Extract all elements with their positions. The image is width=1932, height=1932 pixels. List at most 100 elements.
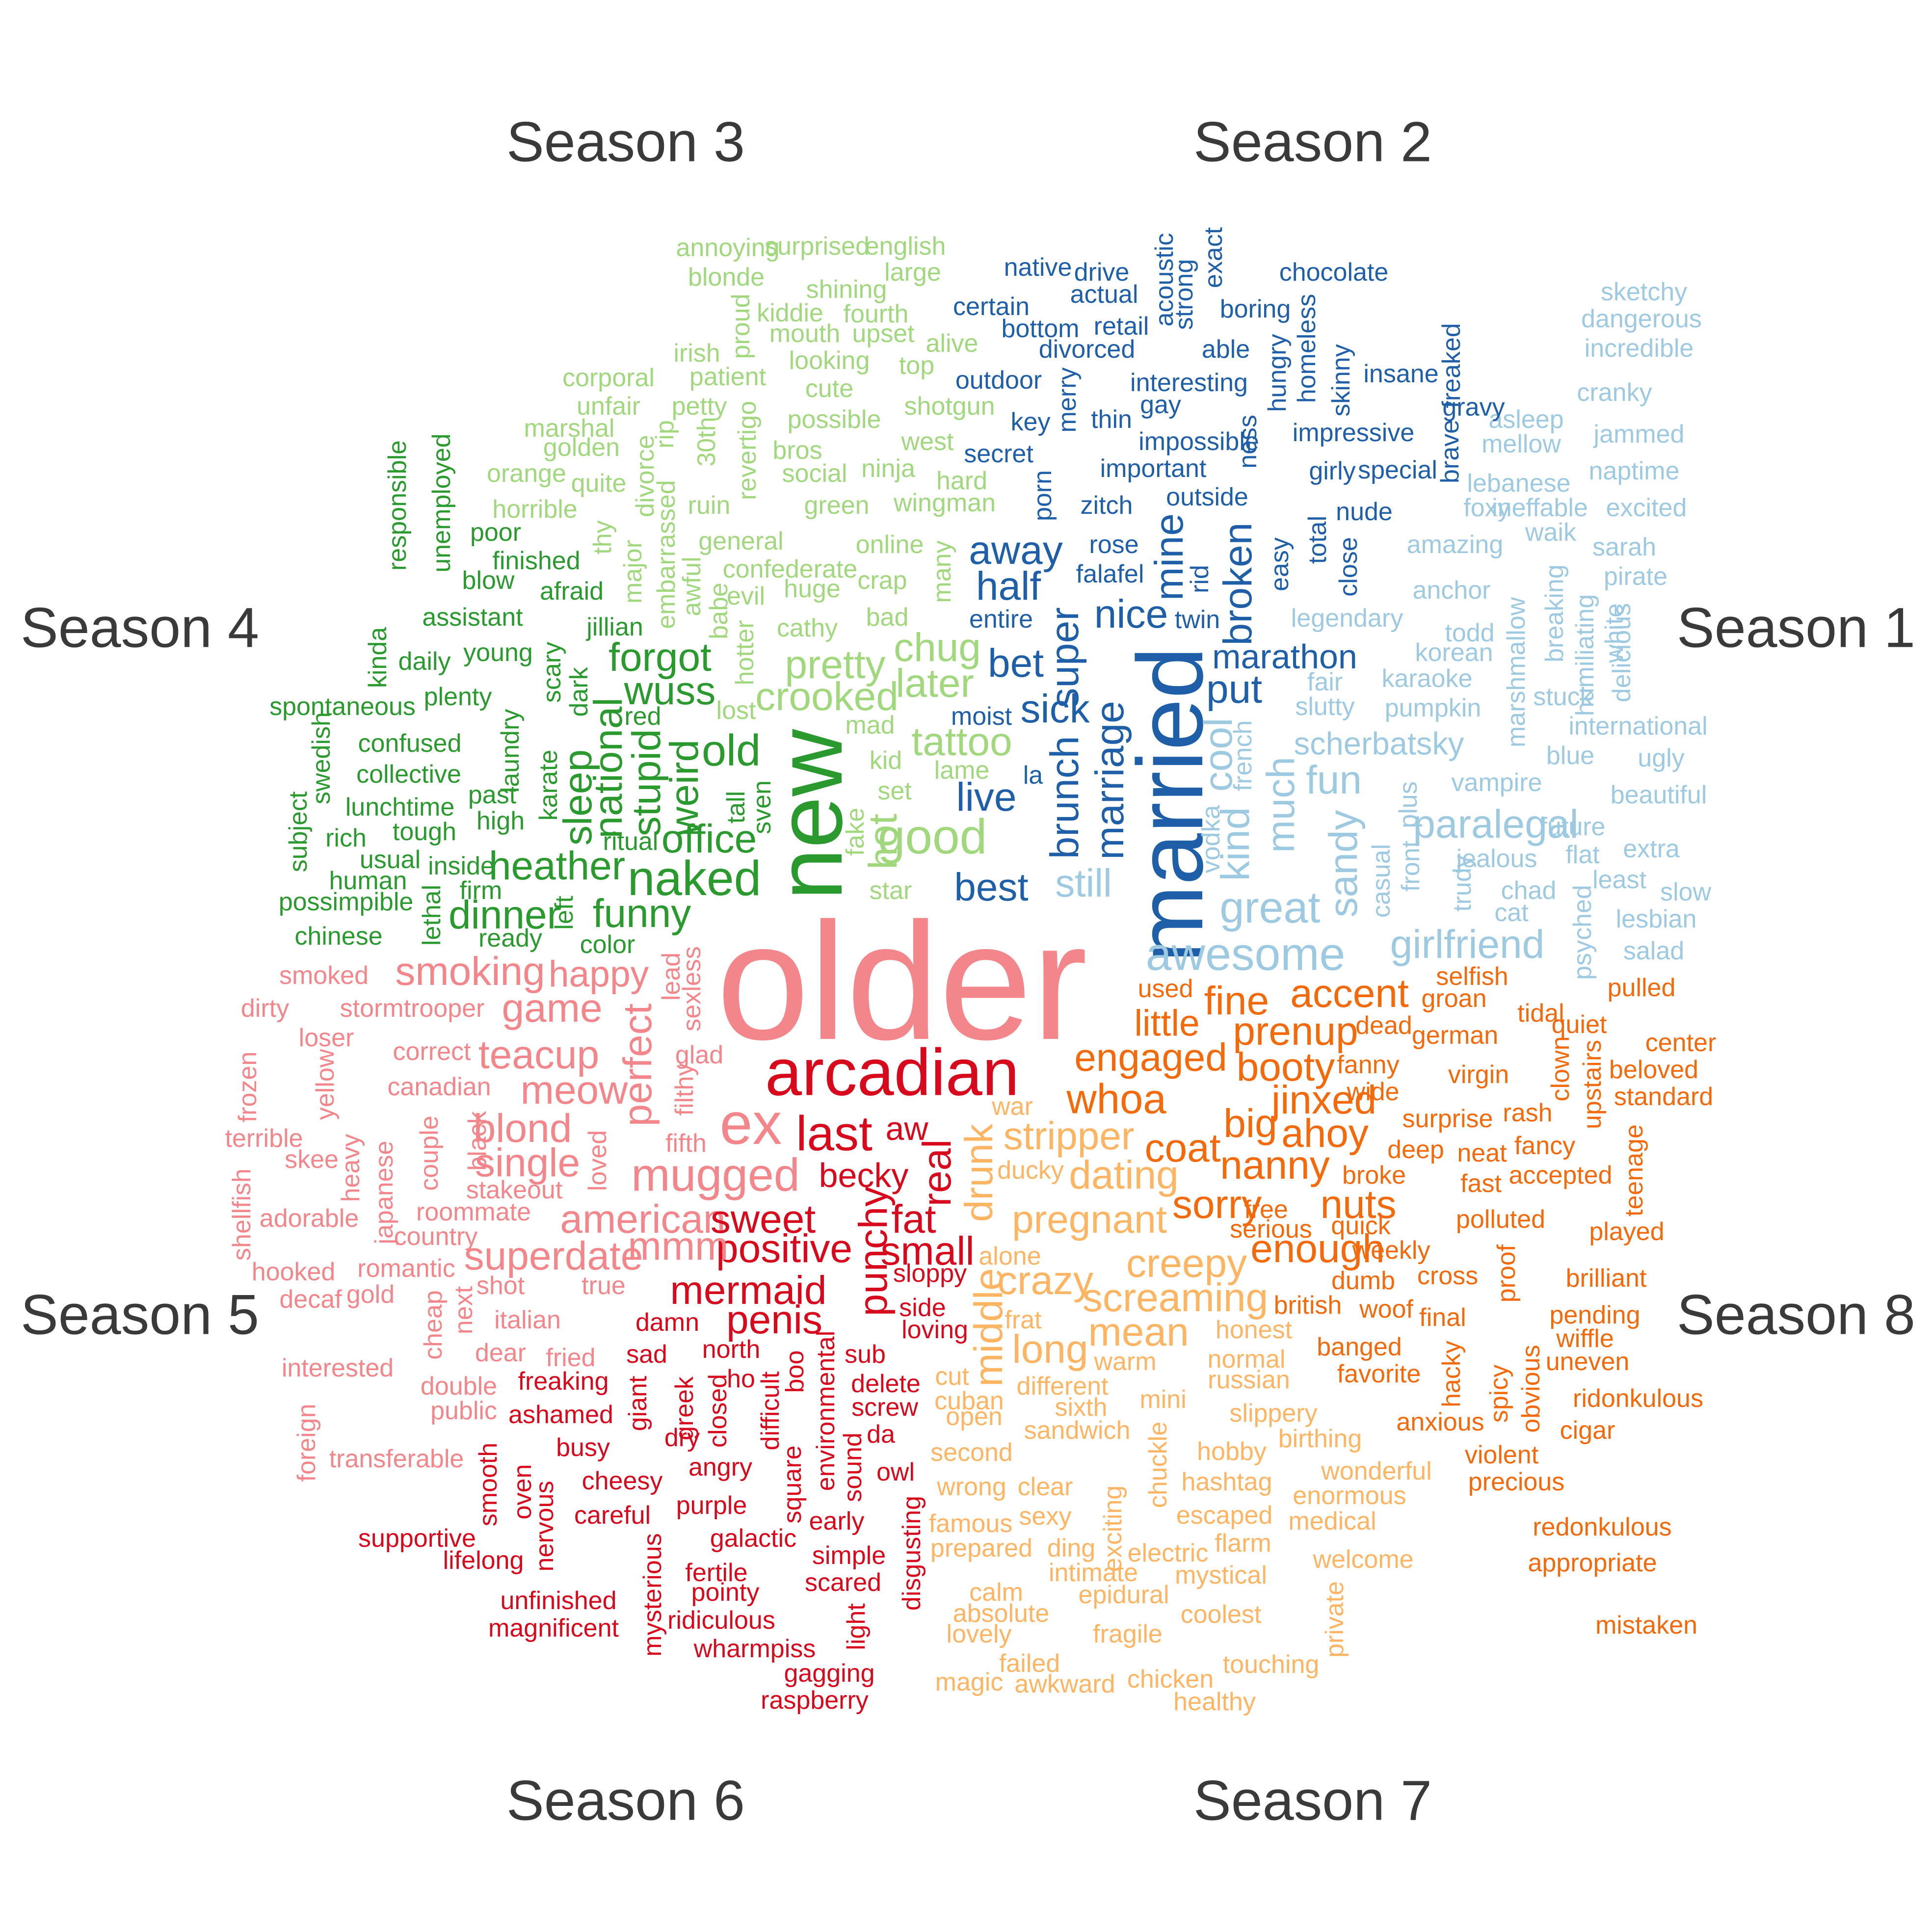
word-enormous: enormous (1293, 1482, 1406, 1510)
word-embarrassed: embarrassed (652, 480, 681, 629)
word-fertile: fertile (685, 1559, 748, 1587)
word-cross: cross (1417, 1262, 1479, 1290)
word-falafel: falafel (1076, 560, 1144, 588)
word-assistant: assistant (422, 603, 523, 632)
word-mad: mad (845, 711, 895, 740)
word-fried: fried (546, 1344, 596, 1372)
word-pirate: pirate (1603, 562, 1668, 591)
word-brunch: brunch (1042, 736, 1087, 859)
word-dear: dear (475, 1339, 527, 1367)
word-difficult: difficult (756, 1371, 785, 1451)
word-sexless: sexless (678, 946, 706, 1032)
word-excited: excited (1606, 494, 1687, 522)
word-sad: sad (626, 1340, 667, 1369)
word-pumpkin: pumpkin (1384, 694, 1482, 722)
word-banged: banged (1317, 1333, 1402, 1361)
word-mine: mine (1147, 513, 1191, 601)
word-unemployed: unemployed (427, 433, 456, 573)
word-ashamed: ashamed (508, 1401, 613, 1429)
word-high: high (476, 807, 525, 835)
word-total: total (1303, 515, 1332, 564)
word-mistaken: mistaken (1595, 1611, 1698, 1640)
word-healthy: healthy (1173, 1688, 1256, 1716)
word-unfair: unfair (576, 392, 641, 421)
word-lifelong: lifelong (443, 1546, 524, 1575)
word-large: large (884, 258, 941, 287)
word-put: put (1206, 667, 1262, 712)
word-private: private (1321, 1581, 1349, 1658)
word-casual: casual (1367, 844, 1396, 918)
word-absolute: absolute (953, 1599, 1050, 1628)
word-naptime: naptime (1588, 457, 1680, 485)
word-retail: retail (1093, 312, 1149, 341)
word-fragile: fragile (1093, 1620, 1163, 1648)
word-polluted: polluted (1456, 1205, 1546, 1234)
word-fake: fake (841, 807, 870, 856)
word-fast: fast (1460, 1169, 1502, 1198)
word-bet: bet (988, 641, 1044, 686)
word-forgot: forgot (609, 635, 712, 680)
word-porn: porn (1029, 470, 1057, 522)
word-intimate: intimate (1048, 1559, 1138, 1587)
word-dangerous: dangerous (1581, 305, 1702, 333)
word-fourth: fourth (843, 300, 909, 328)
word-cigar: cigar (1560, 1416, 1615, 1445)
word-hotter: hotter (731, 620, 759, 686)
word-clear: clear (1017, 1473, 1073, 1501)
word-actual: actual (1070, 280, 1138, 309)
word-skinny: skinny (1327, 344, 1355, 417)
word-away: away (969, 528, 1063, 573)
word-quite: quite (571, 469, 627, 498)
word-kid: kid (869, 746, 902, 775)
word-second: second (930, 1438, 1013, 1467)
word-early: early (809, 1507, 865, 1535)
word-psyched: psyched (1568, 885, 1597, 980)
word-lethal: lethal (418, 884, 446, 946)
word-nude: nude (1336, 498, 1393, 526)
word-insane: insane (1363, 360, 1439, 388)
word-next: next (450, 1286, 478, 1335)
word-impressive: impressive (1292, 419, 1415, 447)
word-thin: thin (1091, 405, 1132, 434)
word-chad: chad (1501, 876, 1557, 905)
word-scherbatsky: scherbatsky (1294, 725, 1464, 762)
word-mysterious: mysterious (638, 1533, 667, 1657)
word-able: able (1201, 335, 1250, 364)
word-british: british (1273, 1291, 1342, 1320)
word-subject: subject (284, 791, 313, 873)
word-marriage: marriage (1087, 701, 1132, 860)
word-boring: boring (1219, 295, 1291, 323)
word-good: good (877, 809, 987, 864)
word-ducky: ducky (997, 1156, 1064, 1185)
word-light: light (842, 1603, 871, 1650)
word-scary: scary (538, 641, 566, 703)
word-upstairs: upstairs (1578, 1039, 1607, 1130)
word-little: little (1134, 1002, 1200, 1044)
word-responsible: responsible (383, 440, 412, 571)
word-upset: upset (852, 319, 915, 348)
word-jammed: jammed (1593, 420, 1685, 449)
word-sandy: sandy (1321, 810, 1366, 918)
word-proof: proof (1492, 1244, 1521, 1303)
word-gravy: gravy (1442, 393, 1505, 422)
word-possimpible: possimpible (278, 888, 414, 916)
word-last: last (796, 1106, 873, 1161)
word-gold: gold (346, 1280, 395, 1309)
word-sound: sound (839, 1432, 867, 1502)
word-marathon: marathon (1212, 637, 1357, 676)
word-lame: lame (934, 756, 990, 785)
word-rich: rich (325, 824, 367, 852)
word-serious: serious (1230, 1215, 1312, 1244)
word-scared: scared (804, 1568, 882, 1597)
word-firm: firm (459, 876, 503, 905)
word-merry: merry (1053, 367, 1082, 433)
word-neat: neat (1457, 1139, 1507, 1167)
word-becky: becky (819, 1156, 909, 1194)
word-live: live (956, 775, 1017, 820)
word-sick: sick (1020, 687, 1090, 731)
word-dinner: dinner (449, 893, 560, 937)
word-anxious: anxious (1396, 1408, 1484, 1436)
word-huge: huge (784, 575, 841, 603)
word-happy: happy (548, 953, 649, 995)
word-mouth: mouth (769, 319, 841, 348)
